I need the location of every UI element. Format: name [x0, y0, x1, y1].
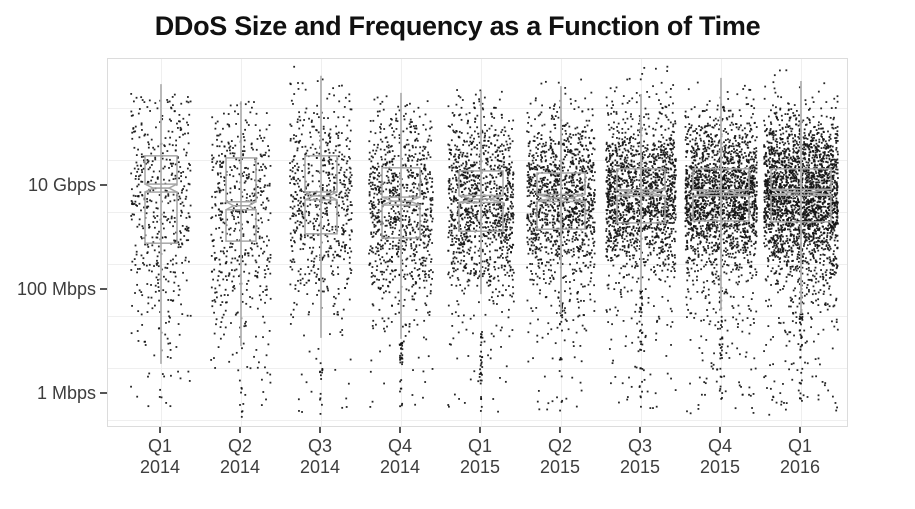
y-axis-tick-mark	[100, 184, 107, 186]
x-axis-tick-label: Q4 2015	[699, 436, 741, 477]
x-axis-tick-mark	[719, 427, 721, 433]
x-axis-tick-label: Q3 2014	[299, 436, 341, 477]
x-axis-tick-mark	[319, 427, 321, 433]
x-axis-tick-mark	[159, 427, 161, 433]
y-axis-tick-label-10gbps: 10 Gbps	[27, 175, 96, 195]
x-axis-tick-label: Q3 2015	[619, 436, 661, 477]
plot-canvas	[108, 59, 847, 426]
plot-panel	[107, 58, 848, 427]
x-axis-tick-mark	[799, 427, 801, 433]
x-axis-tick-label: Q2 2014	[219, 436, 261, 477]
x-axis-tick-mark	[559, 427, 561, 433]
x-axis-tick-label: Q1 2014	[139, 436, 181, 477]
x-axis-tick-mark	[239, 427, 241, 433]
x-axis-tick-mark	[399, 427, 401, 433]
y-axis-tick-mark	[100, 392, 107, 394]
y-axis-tick-mark	[100, 288, 107, 290]
x-axis-tick-label: Q1 2015	[459, 436, 501, 477]
x-axis-tick-mark	[639, 427, 641, 433]
y-axis-tick-label-100mbps: 100 Mbps	[16, 279, 96, 299]
chart-title: DDoS Size and Frequency as a Function of…	[154, 11, 761, 41]
x-axis-tick-mark	[479, 427, 481, 433]
x-axis-tick-label: Q2 2015	[539, 436, 581, 477]
x-axis-tick-label: Q4 2014	[379, 436, 421, 477]
x-axis-tick-label: Q1 2016	[779, 436, 821, 477]
y-axis-tick-label-1mbps: 1 Mbps	[36, 383, 96, 403]
